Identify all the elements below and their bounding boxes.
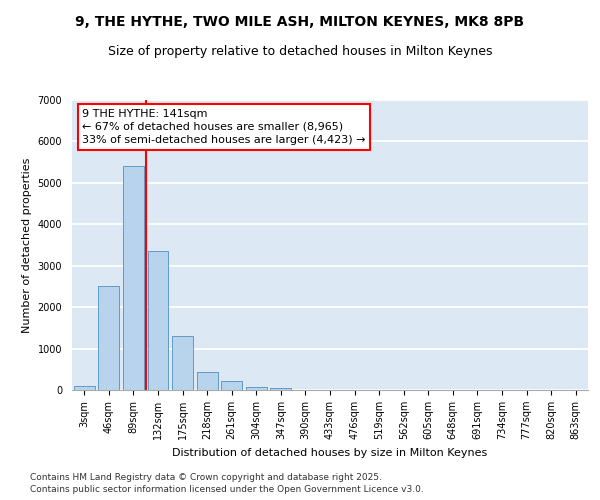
X-axis label: Distribution of detached houses by size in Milton Keynes: Distribution of detached houses by size … xyxy=(172,448,488,458)
Bar xyxy=(172,336,193,390)
Bar xyxy=(271,388,292,390)
Bar xyxy=(98,286,119,390)
Text: 9 THE HYTHE: 141sqm
← 67% of detached houses are smaller (8,965)
33% of semi-det: 9 THE HYTHE: 141sqm ← 67% of detached ho… xyxy=(82,108,366,145)
Bar xyxy=(197,372,218,390)
Bar xyxy=(148,251,169,390)
Text: 9, THE HYTHE, TWO MILE ASH, MILTON KEYNES, MK8 8PB: 9, THE HYTHE, TWO MILE ASH, MILTON KEYNE… xyxy=(76,15,524,29)
Text: Contains public sector information licensed under the Open Government Licence v3: Contains public sector information licen… xyxy=(30,485,424,494)
Bar xyxy=(246,386,267,390)
Y-axis label: Number of detached properties: Number of detached properties xyxy=(22,158,32,332)
Text: Size of property relative to detached houses in Milton Keynes: Size of property relative to detached ho… xyxy=(108,45,492,58)
Text: Contains HM Land Registry data © Crown copyright and database right 2025.: Contains HM Land Registry data © Crown c… xyxy=(30,472,382,482)
Bar xyxy=(74,386,95,390)
Bar xyxy=(123,166,144,390)
Bar xyxy=(221,382,242,390)
